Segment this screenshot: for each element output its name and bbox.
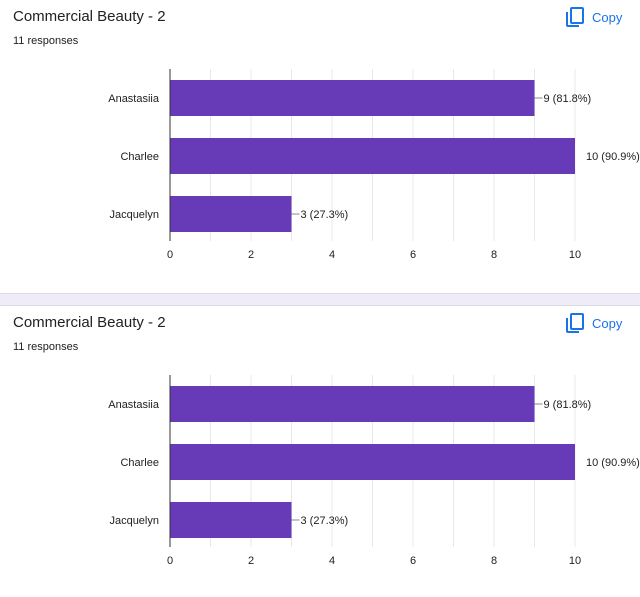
x-tick-label: 10 xyxy=(569,249,581,261)
x-tick-label: 2 xyxy=(248,249,254,261)
x-tick-label: 4 xyxy=(329,249,335,261)
response-card-1: Commercial Beauty - 2 11 responses Copy … xyxy=(0,0,640,293)
response-card-2: Commercial Beauty - 2 11 responses Copy … xyxy=(0,306,640,597)
bar-chart: 0 2 4 6 8 10 Anastasiia 9 (81.8%) Charlee 10 (90.… xyxy=(108,375,640,567)
copy-button[interactable]: Copy xyxy=(566,5,622,29)
copy-button[interactable]: Copy xyxy=(566,311,622,335)
bar xyxy=(170,444,575,480)
response-count: 11 responses xyxy=(13,35,79,47)
category-label: Anastasiia xyxy=(108,93,160,105)
card-title: Commercial Beauty - 2 xyxy=(13,314,166,331)
x-tick-label: 10 xyxy=(569,555,581,567)
x-tick-label: 6 xyxy=(410,249,416,261)
x-tick-label: 6 xyxy=(410,555,416,567)
copy-icon xyxy=(566,313,584,333)
x-tick-label: 8 xyxy=(491,555,497,567)
category-label: Jacquelyn xyxy=(109,209,159,221)
data-label: 3 (27.3%) xyxy=(301,209,349,221)
x-tick-label: 8 xyxy=(491,249,497,261)
card-separator xyxy=(0,293,640,306)
x-tick-label: 4 xyxy=(329,555,335,567)
data-label: 10 (90.9%) xyxy=(586,151,640,163)
copy-icon xyxy=(566,7,584,27)
bar-chart: 0 2 4 6 8 10 Anastasiia 9 (81.8%) Charlee 10 (90.… xyxy=(108,69,640,261)
x-tick-label: 2 xyxy=(248,555,254,567)
bar xyxy=(170,80,535,116)
data-label: 3 (27.3%) xyxy=(301,515,349,527)
card-title: Commercial Beauty - 2 xyxy=(13,8,166,25)
data-label: 10 (90.9%) xyxy=(586,457,640,469)
x-tick-label: 0 xyxy=(167,249,173,261)
category-label: Charlee xyxy=(120,457,159,469)
bar xyxy=(170,502,292,538)
response-count: 11 responses xyxy=(13,341,79,353)
bar xyxy=(170,138,575,174)
data-label: 9 (81.8%) xyxy=(544,399,592,411)
bar xyxy=(170,386,535,422)
bar xyxy=(170,196,292,232)
category-label: Jacquelyn xyxy=(109,515,159,527)
copy-label: Copy xyxy=(592,9,623,25)
x-tick-label: 0 xyxy=(167,555,173,567)
data-label: 9 (81.8%) xyxy=(544,93,592,105)
category-label: Charlee xyxy=(120,151,159,163)
copy-label: Copy xyxy=(592,315,623,331)
category-label: Anastasiia xyxy=(108,399,160,411)
